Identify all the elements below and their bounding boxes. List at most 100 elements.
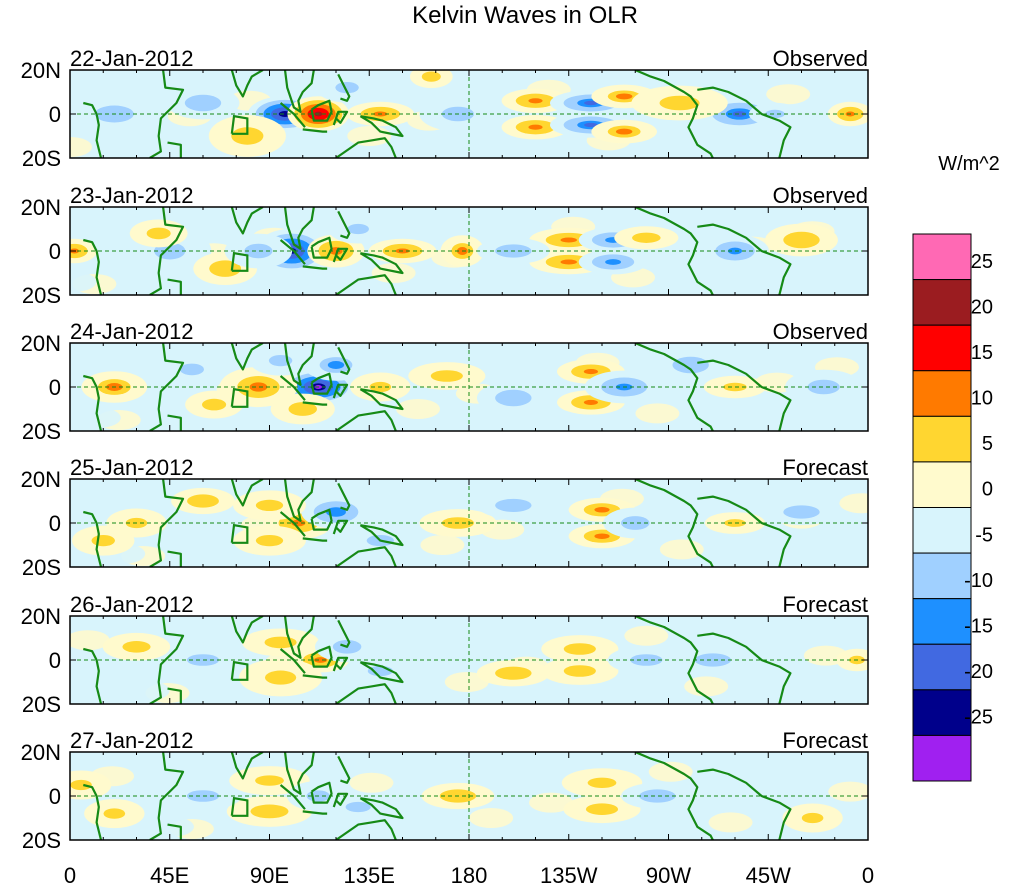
panel-date: 27-Jan-2012	[70, 728, 194, 753]
coastlines	[83, 616, 792, 704]
coastline	[634, 207, 714, 295]
coastline	[335, 546, 397, 567]
coastline	[302, 401, 328, 406]
olr-anomaly-cell	[202, 398, 227, 411]
anomaly-texture	[469, 808, 514, 828]
coastline	[279, 375, 306, 401]
olr-anomaly-cell	[560, 259, 577, 265]
anomaly-texture	[744, 661, 789, 681]
panels-group: 20N 0 20S 22-Jan-2012 Observed 20N 0 20S 23-Jan-…	[21, 46, 869, 853]
panel-kind: Observed	[773, 46, 868, 71]
olr-anomaly-cell	[672, 356, 709, 374]
y-tick-label: 0	[49, 511, 61, 536]
anomaly-texture	[635, 403, 680, 424]
olr-anomaly-cell	[626, 518, 645, 528]
olr-anomaly-cell	[257, 807, 282, 816]
y-tick-label: 20N	[21, 331, 61, 356]
colorbar-swatch	[912, 415, 972, 463]
coastline	[167, 823, 182, 840]
coastline	[283, 752, 315, 795]
olr-anomaly-cell	[267, 671, 294, 684]
coastline	[359, 524, 404, 547]
olr-anomaly-cell	[801, 812, 824, 824]
coastline	[335, 274, 397, 295]
panel-6: 20N 0 20S 27-Jan-2012 Forecast	[21, 728, 869, 853]
x-tick-label: 90W	[646, 863, 691, 887]
colorbar-units: W/m^2	[938, 153, 1000, 175]
y-tick-label: 20S	[22, 555, 61, 580]
coastline	[359, 115, 404, 138]
coastline	[332, 247, 349, 263]
coastlines	[83, 343, 792, 431]
coastlines	[83, 752, 792, 840]
colorbar-label: 20	[971, 296, 993, 318]
anomaly-texture	[659, 539, 704, 560]
olr-anomaly-cell	[249, 382, 268, 392]
panel-date: 24-Jan-2012	[70, 319, 194, 344]
olr-anomaly-cell	[659, 95, 700, 111]
coastline	[337, 210, 351, 239]
olr-anomaly-cell	[637, 234, 656, 242]
y-tick-label: 20N	[21, 740, 61, 765]
y-tick-label: 20S	[22, 419, 61, 444]
x-tick-label: 135E	[344, 863, 395, 887]
coastline	[83, 101, 103, 158]
coastline	[359, 661, 404, 684]
olr-anomaly-cell	[314, 657, 326, 663]
olr-anomaly-cell	[122, 641, 151, 653]
coastline	[279, 511, 306, 537]
olr-anomaly-cell	[594, 533, 610, 539]
coastline	[337, 73, 351, 102]
olr-field	[70, 212, 838, 294]
colorbar: 25 20 15 10 5 0 -5 -10 -15 -20 -25	[912, 233, 993, 782]
coastline	[310, 236, 333, 259]
coastline	[167, 278, 182, 295]
olr-anomaly-cell	[694, 653, 732, 667]
coastline	[302, 674, 328, 679]
olr-anomaly-cell	[184, 94, 222, 112]
coastlines	[83, 207, 792, 295]
colorbar-label: 10	[971, 388, 993, 410]
x-tick-label: 180	[451, 863, 488, 887]
colorbar-swatch	[912, 598, 972, 645]
coastline	[359, 797, 404, 820]
region-box	[230, 523, 249, 544]
colorbar-swatch	[912, 461, 972, 508]
coastline	[279, 239, 306, 265]
coastline	[697, 223, 792, 295]
y-tick-label: 20N	[21, 58, 61, 83]
anomaly-texture	[828, 781, 868, 802]
colorbar-label: 25	[971, 251, 993, 273]
coastline	[697, 768, 792, 840]
anomaly-texture	[349, 772, 394, 793]
chart-title: Kelvin Waves in OLR	[412, 2, 638, 29]
coastline	[335, 137, 397, 158]
olr-anomaly-cell	[337, 82, 357, 93]
coastline	[634, 343, 714, 431]
olr-anomaly-cell	[345, 801, 371, 813]
coastline	[634, 616, 714, 704]
colorbar-swatch	[912, 279, 972, 326]
coastline	[283, 479, 315, 522]
panel-2: 20N 0 20S 23-Jan-2012 Observed	[21, 183, 869, 308]
y-tick-label: 20S	[22, 283, 61, 308]
colorbar-label: 5	[982, 433, 993, 455]
coastline	[335, 683, 397, 704]
region-box	[230, 251, 249, 272]
coastline	[230, 70, 264, 98]
y-tick-label: 0	[49, 648, 61, 673]
x-axis: 0 45E 90E 135E 180 135W 90W 45W 0	[64, 863, 874, 887]
coastlines	[83, 70, 792, 158]
olr-anomaly-cell	[492, 770, 535, 786]
colorbar-swatch	[912, 324, 972, 372]
coastline	[335, 819, 397, 840]
olr-anomaly-cell	[179, 363, 204, 376]
panel-kind: Forecast	[782, 455, 868, 480]
coastline	[279, 102, 306, 128]
olr-anomaly-cell	[187, 494, 219, 508]
y-tick-label: 0	[49, 784, 61, 809]
panel-date: 22-Jan-2012	[70, 46, 194, 71]
anomaly-texture	[826, 134, 868, 155]
anomaly-texture	[420, 535, 465, 555]
coastline	[279, 648, 306, 674]
